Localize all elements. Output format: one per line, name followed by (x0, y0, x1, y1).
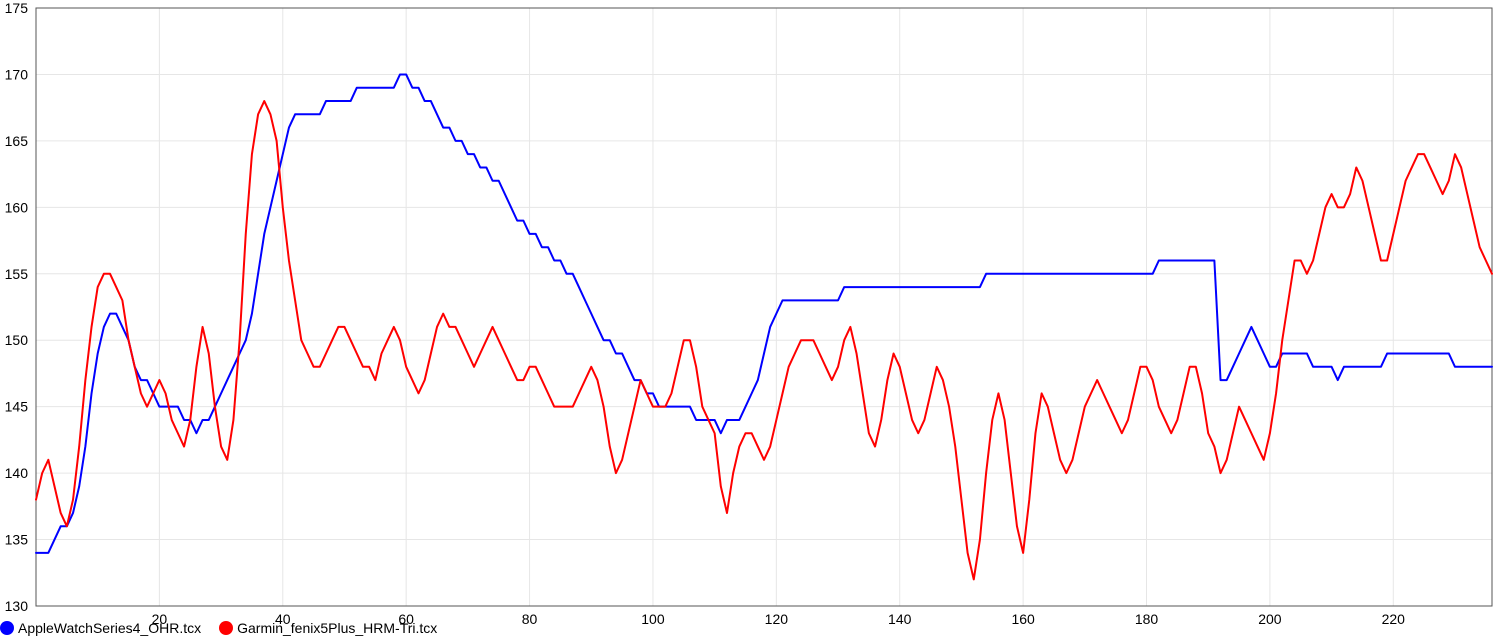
legend-item[interactable]: AppleWatchSeries4_OHR.tcx (0, 620, 201, 636)
y-tick-label: 145 (5, 399, 29, 415)
x-tick-label: 120 (765, 611, 789, 627)
x-tick-label: 160 (1011, 611, 1035, 627)
x-tick-label: 80 (522, 611, 538, 627)
y-tick-label: 155 (5, 266, 29, 282)
y-tick-label: 150 (5, 332, 29, 348)
y-tick-label: 170 (5, 66, 29, 82)
y-tick-label: 130 (5, 598, 29, 614)
y-tick-label: 135 (5, 532, 29, 548)
x-tick-label: 180 (1135, 611, 1159, 627)
y-tick-label: 175 (5, 0, 29, 16)
legend-label: Garmin_fenix5Plus_HRM-Tri.tcx (237, 620, 437, 636)
y-tick-label: 165 (5, 133, 29, 149)
line-chart: 1301351401451501551601651701752040608010… (0, 0, 1500, 642)
x-tick-label: 100 (641, 611, 665, 627)
y-tick-label: 160 (5, 199, 29, 215)
chart-canvas: 1301351401451501551601651701752040608010… (0, 0, 1500, 642)
x-tick-label: 200 (1258, 611, 1282, 627)
x-tick-label: 140 (888, 611, 912, 627)
legend-item[interactable]: Garmin_fenix5Plus_HRM-Tri.tcx (219, 620, 437, 636)
legend: AppleWatchSeries4_OHR.tcx Garmin_fenix5Pl… (0, 620, 449, 636)
legend-dot-icon (0, 621, 14, 635)
legend-label: AppleWatchSeries4_OHR.tcx (18, 620, 201, 636)
y-tick-label: 140 (5, 465, 29, 481)
legend-dot-icon (219, 621, 233, 635)
x-tick-label: 220 (1382, 611, 1406, 627)
